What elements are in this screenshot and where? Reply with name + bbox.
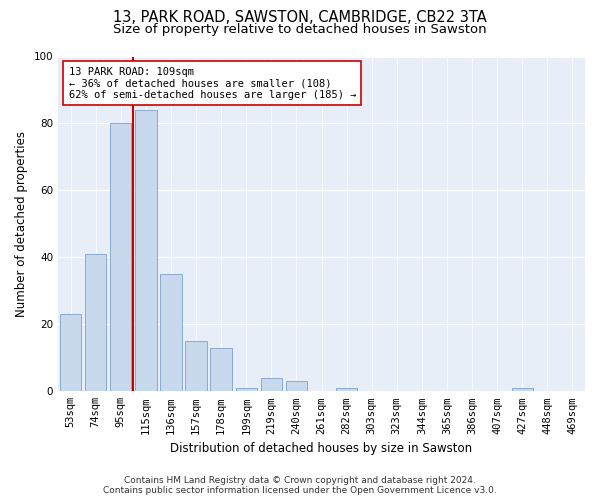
Bar — [236, 388, 257, 392]
Bar — [85, 254, 106, 392]
Bar — [336, 388, 357, 392]
Bar — [260, 378, 282, 392]
Text: 13 PARK ROAD: 109sqm
← 36% of detached houses are smaller (108)
62% of semi-deta: 13 PARK ROAD: 109sqm ← 36% of detached h… — [68, 66, 356, 100]
X-axis label: Distribution of detached houses by size in Sawston: Distribution of detached houses by size … — [170, 442, 473, 455]
Bar — [211, 348, 232, 392]
Bar — [512, 388, 533, 392]
Text: Size of property relative to detached houses in Sawston: Size of property relative to detached ho… — [113, 22, 487, 36]
Bar — [185, 341, 207, 392]
Bar — [160, 274, 182, 392]
Text: 13, PARK ROAD, SAWSTON, CAMBRIDGE, CB22 3TA: 13, PARK ROAD, SAWSTON, CAMBRIDGE, CB22 … — [113, 10, 487, 25]
Text: Contains HM Land Registry data © Crown copyright and database right 2024.
Contai: Contains HM Land Registry data © Crown c… — [103, 476, 497, 495]
Bar — [135, 110, 157, 392]
Bar — [286, 382, 307, 392]
Bar — [110, 124, 131, 392]
Bar — [60, 314, 81, 392]
Y-axis label: Number of detached properties: Number of detached properties — [15, 131, 28, 317]
